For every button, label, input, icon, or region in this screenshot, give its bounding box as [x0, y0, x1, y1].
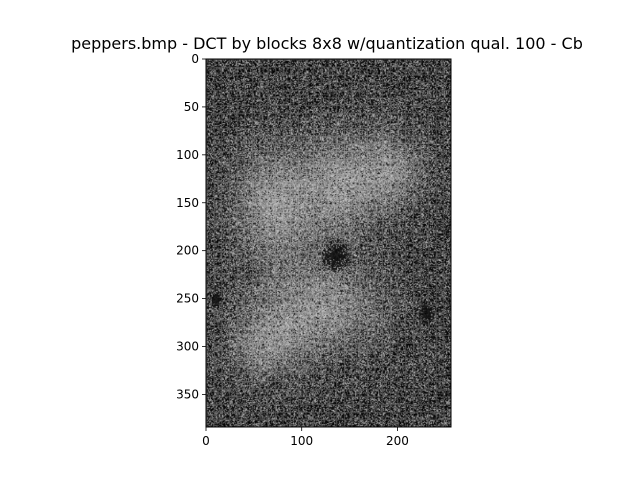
- plot-area: [205, 58, 452, 428]
- y-tick-label: 50: [184, 100, 199, 114]
- y-tick-label: 100: [176, 148, 199, 162]
- y-tick-label: 250: [176, 292, 199, 306]
- y-tick-label: 300: [176, 340, 199, 354]
- x-tick-label: 200: [386, 434, 409, 448]
- heatmap-image: [206, 59, 451, 427]
- y-tick-label: 150: [176, 196, 199, 210]
- y-axis: 0 50 100 150 200 250 300 350: [176, 52, 206, 401]
- y-tick-label: 350: [176, 387, 199, 401]
- chart-title: peppers.bmp - DCT by blocks 8x8 w/quanti…: [71, 34, 583, 53]
- x-tick-label: 100: [290, 434, 313, 448]
- x-tick-label: 0: [202, 434, 210, 448]
- y-tick-label: 0: [191, 52, 199, 66]
- x-axis: 0 100 200: [202, 427, 409, 448]
- plot-frame: [205, 58, 452, 428]
- y-tick-label: 200: [176, 244, 199, 258]
